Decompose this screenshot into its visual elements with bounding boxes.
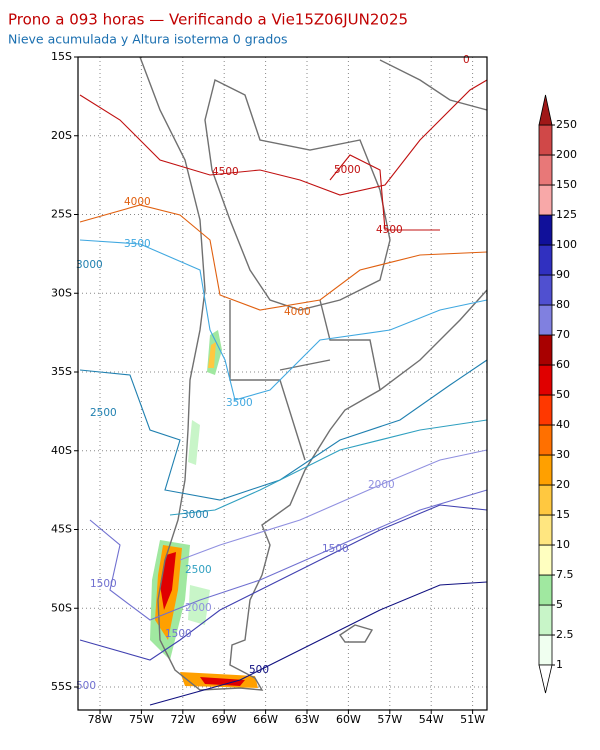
colorbar-segment <box>538 184 553 216</box>
contour-label: 4500 <box>376 224 403 236</box>
lon-label: 78W <box>88 713 113 726</box>
colorbar-segment <box>538 454 553 486</box>
isotherm-contours <box>79 79 488 706</box>
lat-label: 35S <box>51 365 72 378</box>
colorbar-under <box>538 664 553 694</box>
colorbar-segment <box>538 514 553 546</box>
contour-label: 4000 <box>284 306 311 318</box>
lon-label: 60W <box>336 713 361 726</box>
colorbar-label: 20 <box>556 478 570 491</box>
lon-label: 69W <box>212 713 237 726</box>
colorbar-label: 200 <box>556 148 577 161</box>
colorbar-label: 150 <box>556 178 577 191</box>
colorbar-label: 100 <box>556 238 577 251</box>
colorbar-label: 15 <box>556 508 570 521</box>
colorbar-label: 10 <box>556 538 570 551</box>
lat-label: 40S <box>51 444 72 457</box>
lat-label: 45S <box>51 523 72 536</box>
colorbar-label: 40 <box>556 418 570 431</box>
map-frame <box>77 56 488 711</box>
colorbar-label: 50 <box>556 388 570 401</box>
colorbar-over <box>538 94 553 126</box>
colorbar: 1 2.5 5 7.5 10 15 20 30 40 50 60 70 80 90 100 125 150 200… <box>538 94 577 694</box>
lat-label: 20S <box>51 129 72 142</box>
colorbar-segment <box>538 124 553 156</box>
contour-label: 3500 <box>226 397 253 409</box>
colorbar-segment <box>538 274 553 306</box>
colorbar-label: 5 <box>556 598 563 611</box>
colorbar-segment <box>538 364 553 396</box>
lat-label: 55S <box>51 680 72 693</box>
subtitle: Nieve acumulada y Altura isoterma 0 grad… <box>8 32 288 47</box>
grid: 15S 20S 25S 30S 35S 40S 45S 50S 55S 78W 75W 72W 69W 6… <box>51 50 487 726</box>
lon-label: 66W <box>253 713 278 726</box>
lon-label: 54W <box>419 713 444 726</box>
colorbar-label: 125 <box>556 208 577 221</box>
contour-label: 5000 <box>334 164 361 176</box>
lon-label: 63W <box>295 713 320 726</box>
lat-label: 25S <box>51 208 72 221</box>
colorbar-label: 1 <box>556 658 563 671</box>
colorbar-segment <box>538 244 553 276</box>
contour-label: 3000 <box>76 259 103 271</box>
contour-label: 2500 <box>90 407 117 419</box>
contour-label: 500 <box>249 664 269 676</box>
colorbar-segment <box>538 484 553 516</box>
title: Prono a 093 horas — Verificando a Vie15Z… <box>8 11 408 29</box>
colorbar-segment <box>538 304 553 336</box>
colorbar-segment <box>538 574 553 606</box>
contour-label: 4000 <box>124 196 151 208</box>
lon-label: 72W <box>170 713 195 726</box>
coastline <box>139 56 488 691</box>
lat-label: 50S <box>51 601 72 614</box>
contour-label: 1500 <box>322 543 349 555</box>
colorbar-label: 70 <box>556 328 570 341</box>
colorbar-label: 250 <box>556 118 577 131</box>
contour-label: 2000 <box>185 602 212 614</box>
colorbar-segment <box>538 604 553 636</box>
lon-label: 51W <box>460 713 485 726</box>
contour-label: 3000 <box>182 509 209 521</box>
colorbar-segment <box>538 544 553 576</box>
contour-label: 3500 <box>124 238 151 250</box>
colorbar-label: 90 <box>556 268 570 281</box>
contour-label: 1500 <box>165 628 192 640</box>
colorbar-label: 7.5 <box>556 568 574 581</box>
contour-labels: 4500 5000 4500 4000 4000 3500 3500 3000 … <box>76 54 470 692</box>
lon-label: 75W <box>129 713 154 726</box>
colorbar-label: 30 <box>556 448 570 461</box>
colorbar-segment <box>538 154 553 186</box>
colorbar-label: 2.5 <box>556 628 574 641</box>
contour-label: 500 <box>76 680 96 692</box>
lat-label: 30S <box>51 286 72 299</box>
colorbar-segment <box>538 214 553 246</box>
colorbar-segment <box>538 334 553 366</box>
contour-label: 0 <box>463 54 470 66</box>
lat-label: 15S <box>51 50 72 63</box>
lon-label: 57W <box>377 713 402 726</box>
colorbar-label: 60 <box>556 358 570 371</box>
contour-label: 1500 <box>90 578 117 590</box>
colorbar-segment <box>538 424 553 456</box>
contour-label: 2500 <box>185 564 212 576</box>
contour-label: 2000 <box>368 479 395 491</box>
contour-label: 4500 <box>212 166 239 178</box>
colorbar-segment <box>538 394 553 426</box>
colorbar-segment <box>538 634 553 666</box>
colorbar-label: 80 <box>556 298 570 311</box>
